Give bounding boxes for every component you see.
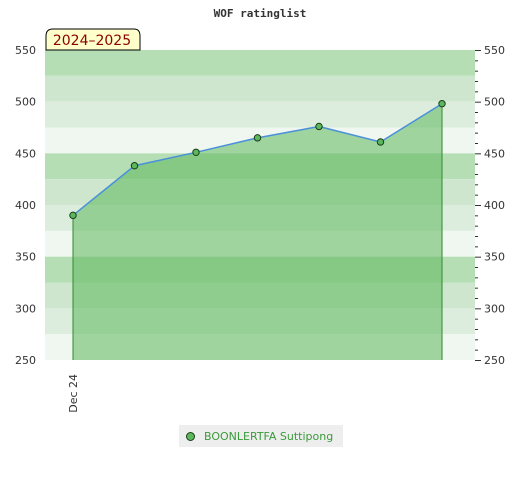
y-tick-label-left: 400 [15, 199, 36, 212]
points-layer [69, 100, 446, 220]
y-tick-label-right: 350 [484, 251, 505, 264]
y-tick-label-left: 550 [15, 44, 36, 57]
y-tick-label-right: 400 [484, 199, 505, 212]
y-tick-label-left: 500 [15, 96, 36, 109]
data-point [69, 211, 77, 220]
y-tick-label-left: 350 [15, 251, 36, 264]
period-badge: 2024–2025 [45, 28, 141, 51]
y-tick-label-left: 450 [15, 147, 36, 160]
series-area [73, 103, 442, 360]
data-point [192, 148, 200, 157]
period-badge-text: 2024–2025 [53, 33, 131, 49]
y-tick-label-left: 300 [15, 302, 36, 315]
y-tick-label-right: 550 [484, 44, 505, 57]
data-point [315, 122, 323, 131]
y-tick-label-left: 250 [15, 354, 36, 367]
y-tick-label-right: 300 [484, 302, 505, 315]
legend-marker-icon [186, 431, 195, 441]
legend-label: BOONLERTFA Suttipong [204, 429, 334, 443]
data-point [253, 134, 262, 142]
legend: BOONLERTFA Suttipong [179, 425, 343, 447]
period-badge-box [45, 28, 141, 51]
background-band [45, 75, 475, 102]
data-point [130, 162, 139, 170]
y-tick-label-right: 250 [484, 354, 505, 367]
background-band [45, 50, 475, 76]
data-point [438, 100, 446, 108]
x-tick-label: Dec 24 [67, 374, 80, 413]
axes-layer: 250 250 300 300 350 350 400 400 450 450 500 500 550 5… [15, 44, 505, 413]
y-tick-label-right: 500 [484, 96, 505, 109]
chart-title: WOF ratinglist [214, 7, 307, 20]
background-band [45, 101, 475, 128]
data-point [376, 138, 385, 146]
y-tick-label-right: 450 [484, 147, 505, 160]
